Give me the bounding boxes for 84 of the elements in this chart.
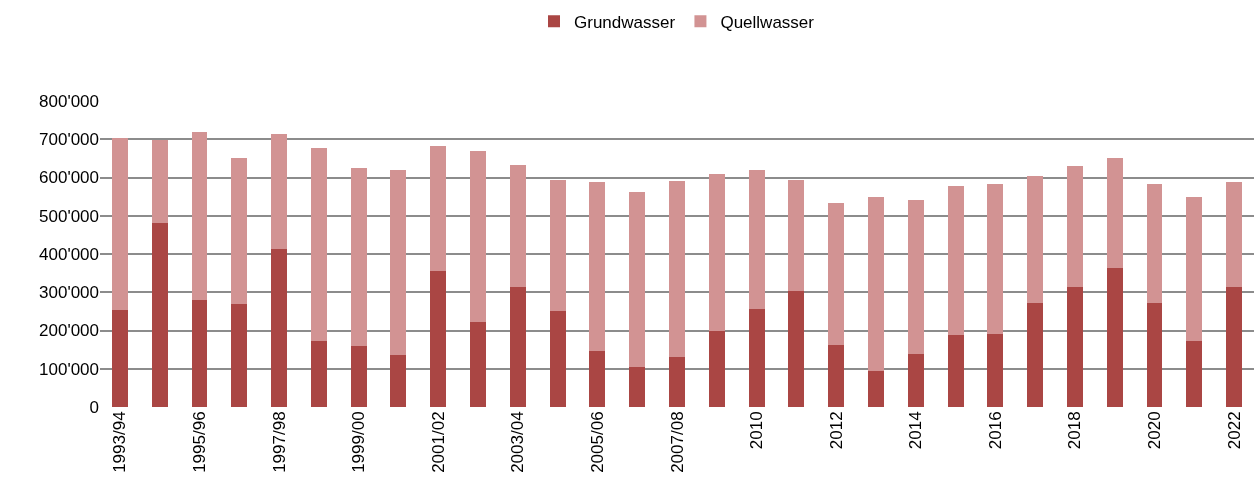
bar <box>470 322 486 407</box>
y-tick-label: 700'000 <box>39 130 99 150</box>
bar <box>1186 196 1203 341</box>
bar <box>310 340 327 407</box>
x-tick-label: 2010 <box>747 411 767 450</box>
y-tick-label: 400'000 <box>39 244 99 264</box>
bar <box>1146 184 1163 304</box>
bar <box>1106 158 1123 268</box>
bar <box>390 355 407 407</box>
bar <box>549 180 566 311</box>
bar <box>947 335 964 407</box>
x-tick-label: 1995/96 <box>190 411 209 473</box>
bar <box>629 192 646 367</box>
x-tick-label: 2014 <box>906 411 926 450</box>
y-tick-label: 300'000 <box>39 283 99 303</box>
bar <box>907 354 924 407</box>
bar <box>947 185 964 336</box>
x-tick-label: 2007/08 <box>667 411 687 473</box>
bar <box>509 287 526 407</box>
bar <box>430 270 447 407</box>
legend-label: Quellwasser <box>720 12 815 32</box>
bar <box>310 147 327 341</box>
bar <box>708 174 725 331</box>
y-tick-label: 100'000 <box>39 359 99 379</box>
bar <box>549 310 566 407</box>
y-tick-label: 500'000 <box>39 206 99 226</box>
x-tick-label: 2012 <box>826 411 846 450</box>
bar <box>1106 267 1123 407</box>
x-tick-label: 2020 <box>1145 411 1165 450</box>
x-tick-label: 1999/00 <box>349 411 369 473</box>
y-tick-label: 200'000 <box>39 321 99 341</box>
bar <box>828 344 845 407</box>
x-tick-label: 2022 <box>1224 411 1244 450</box>
bar <box>748 170 765 309</box>
bar <box>111 137 128 310</box>
bar <box>1066 286 1083 407</box>
x-tick-label: 2001/02 <box>428 411 448 473</box>
bar <box>231 304 248 407</box>
bar <box>509 164 526 288</box>
bar <box>151 139 168 224</box>
legend-label: Grundwasser <box>574 12 676 32</box>
bar <box>1146 303 1163 407</box>
bar <box>111 309 128 407</box>
bar <box>868 370 884 407</box>
bar <box>788 291 805 407</box>
bar <box>430 146 447 271</box>
bar <box>1027 175 1044 304</box>
bar <box>1027 303 1044 407</box>
bar <box>987 334 1004 407</box>
bar <box>669 180 685 357</box>
bar <box>589 350 606 407</box>
bar <box>987 184 1004 335</box>
bar <box>231 158 248 305</box>
bar <box>748 308 765 407</box>
bar <box>1226 286 1243 407</box>
bar <box>1186 340 1203 407</box>
bar <box>907 200 924 355</box>
x-tick-label: 2005/06 <box>587 411 607 473</box>
x-tick-label: 1993/94 <box>110 411 130 473</box>
bar <box>191 299 208 407</box>
x-tick-label: 2003/04 <box>508 411 528 473</box>
bar <box>669 356 685 407</box>
bar <box>629 366 646 407</box>
bar <box>390 170 407 356</box>
x-tick-label: 1997/98 <box>269 411 289 473</box>
bar <box>828 202 845 345</box>
x-tick-label: 2018 <box>1065 411 1085 450</box>
bar <box>1066 166 1083 287</box>
bar <box>1226 181 1243 287</box>
bar <box>350 346 367 407</box>
bar <box>271 249 288 407</box>
bar <box>589 181 606 351</box>
x-tick-label: 2016 <box>985 411 1005 450</box>
bar <box>788 179 805 292</box>
y-tick-label: 600'000 <box>39 168 99 188</box>
bar <box>708 330 725 407</box>
bar <box>350 167 367 347</box>
y-tick-label: 0 <box>89 397 99 417</box>
bar <box>470 150 486 323</box>
y-tick-label: 800'000 <box>39 91 99 111</box>
bar <box>868 196 884 371</box>
bar <box>191 131 208 300</box>
bar <box>151 223 168 407</box>
bar <box>271 133 288 250</box>
